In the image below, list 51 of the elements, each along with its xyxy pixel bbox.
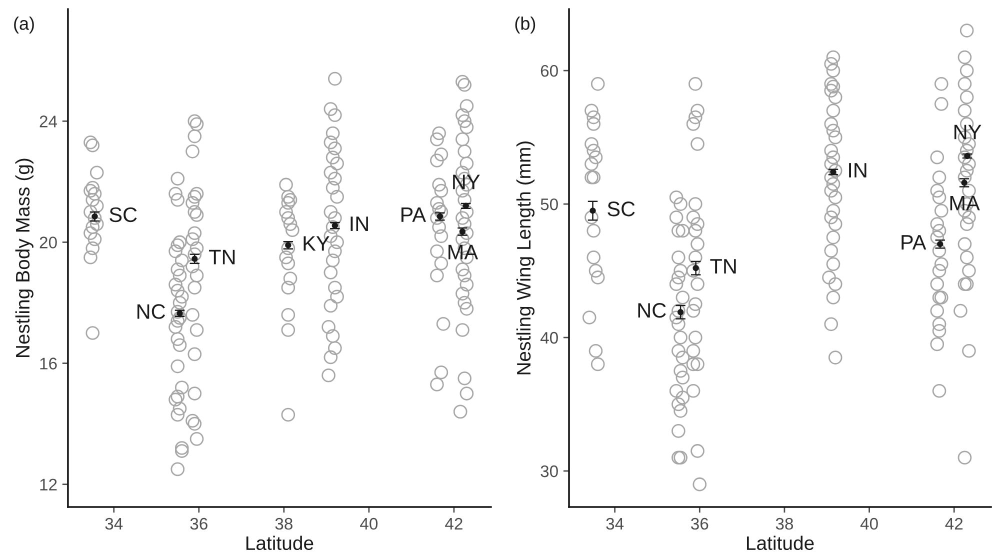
annotation: PA bbox=[902, 235, 926, 250]
x-tick-label: 34 bbox=[606, 518, 624, 530]
x-tick-label: 40 bbox=[360, 518, 378, 530]
annotation: IN bbox=[350, 216, 368, 231]
annotation: MA bbox=[448, 244, 478, 260]
text: (a) bbox=[14, 16, 34, 34]
point bbox=[937, 240, 944, 248]
x-tick-label: 38 bbox=[275, 518, 292, 530]
annotation: SC bbox=[110, 207, 137, 222]
point bbox=[192, 256, 198, 262]
x-tick-label: 36 bbox=[190, 518, 208, 530]
annotation: KY bbox=[304, 236, 330, 251]
annotation: NY bbox=[453, 174, 480, 190]
y-tick-label: 12 bbox=[40, 478, 57, 490]
annotation: IN bbox=[849, 163, 866, 178]
y-axis-title: Nestling Body Mass (g) bbox=[15, 158, 34, 357]
x-tick-label: 42 bbox=[445, 518, 462, 530]
annotation: MA bbox=[950, 196, 980, 210]
annotation: NY bbox=[954, 124, 982, 140]
point bbox=[285, 242, 292, 248]
point bbox=[961, 180, 968, 186]
y-tick-label: 16 bbox=[40, 358, 57, 370]
point bbox=[830, 168, 836, 176]
x-axis-title: Latitude bbox=[747, 536, 814, 550]
point bbox=[459, 228, 466, 235]
annotation: NC bbox=[638, 303, 666, 318]
y-tick-label: 24 bbox=[40, 116, 58, 128]
x-tick-label: 36 bbox=[691, 518, 708, 530]
point bbox=[964, 152, 970, 160]
annotation: TN bbox=[710, 259, 736, 274]
x-tick-label: 38 bbox=[776, 518, 794, 530]
x-tick-label: 42 bbox=[945, 518, 963, 530]
annotation: PA bbox=[401, 208, 426, 222]
x-axis-title: Latitude bbox=[246, 536, 314, 550]
text: (b) bbox=[515, 16, 536, 34]
point bbox=[176, 310, 183, 316]
y-tick-label: 20 bbox=[40, 236, 57, 248]
y-tick-label: 30 bbox=[540, 465, 558, 478]
y-tick-label: 50 bbox=[540, 198, 558, 210]
point bbox=[332, 222, 338, 229]
x-tick-label: 34 bbox=[105, 518, 123, 530]
point bbox=[590, 208, 596, 214]
annotation: SC bbox=[608, 202, 635, 216]
x-tick-label: 40 bbox=[860, 518, 878, 530]
y-tick-label: 60 bbox=[540, 64, 558, 77]
point bbox=[92, 213, 98, 220]
annotation: NC bbox=[137, 304, 166, 319]
point bbox=[677, 309, 684, 316]
y-tick-label: 40 bbox=[540, 332, 558, 344]
y-axis-title: Nestling Wing Length (mm) bbox=[516, 142, 535, 374]
annotation: TN bbox=[208, 250, 235, 264]
